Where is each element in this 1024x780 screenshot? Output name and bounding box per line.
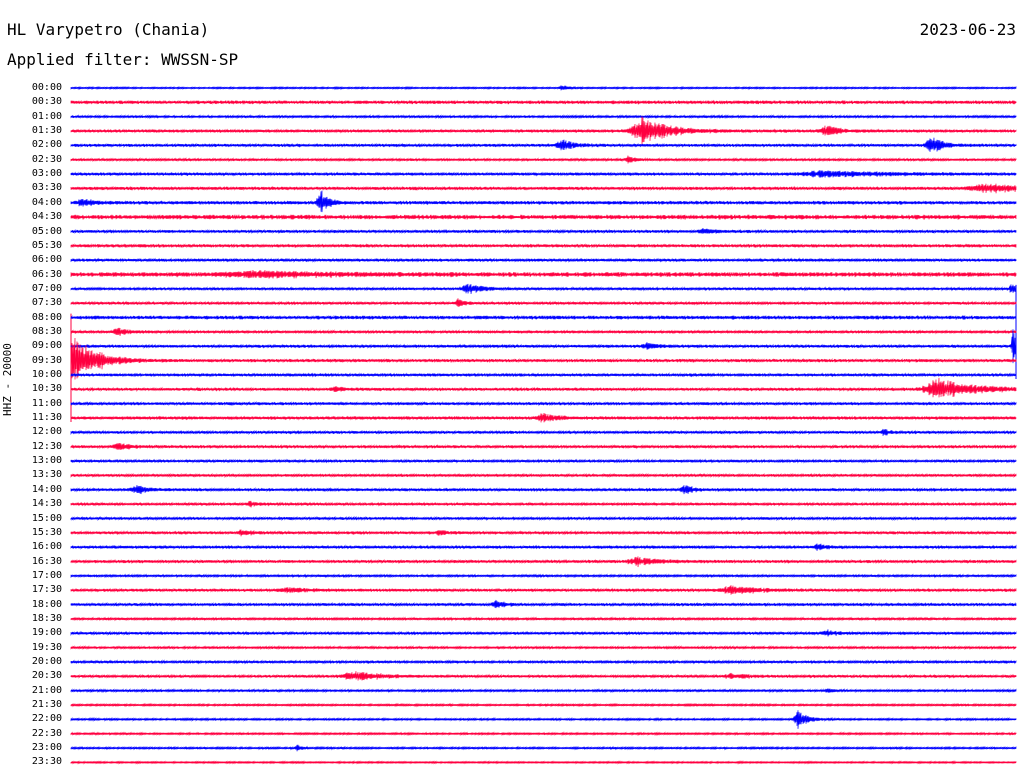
time-label: 16:00 xyxy=(31,541,62,553)
time-label: 07:00 xyxy=(31,282,62,294)
time-label: 13:00 xyxy=(31,455,62,467)
time-label: 18:30 xyxy=(31,612,62,624)
time-label: 20:30 xyxy=(31,670,62,682)
time-label: 09:30 xyxy=(31,354,62,366)
time-label: 09:00 xyxy=(31,340,62,352)
trace-line xyxy=(70,269,1017,279)
time-label: 22:30 xyxy=(31,727,62,739)
time-label: 11:30 xyxy=(31,412,62,424)
time-label: 04:30 xyxy=(31,211,62,223)
time-label: 01:30 xyxy=(31,125,62,137)
time-label: 11:00 xyxy=(31,397,62,409)
time-label: 12:00 xyxy=(31,426,62,438)
time-label: 17:00 xyxy=(31,569,62,581)
trace-line xyxy=(70,377,1017,398)
time-label: 14:00 xyxy=(31,483,62,495)
time-label: 23:00 xyxy=(31,742,62,754)
filter-label: Applied filter: WWSSN-SP xyxy=(7,50,239,69)
time-label: 19:00 xyxy=(31,627,62,639)
time-label: 03:00 xyxy=(31,168,62,180)
time-label: 10:00 xyxy=(31,369,62,380)
time-label: 21:30 xyxy=(31,699,62,711)
time-label: 23:30 xyxy=(31,756,62,768)
time-label: 08:30 xyxy=(31,325,62,337)
station-title: HL Varypetro (Chania) xyxy=(7,20,210,39)
time-label: 13:30 xyxy=(31,469,62,481)
time-label: 17:30 xyxy=(31,584,62,596)
plot-date: 2023-06-23 xyxy=(919,20,1016,39)
time-label: 19:30 xyxy=(31,641,62,653)
time-label: 02:30 xyxy=(31,153,62,165)
time-label: 07:30 xyxy=(31,297,62,309)
time-label: 02:00 xyxy=(31,139,62,151)
time-label: 14:30 xyxy=(31,498,62,510)
trace-line xyxy=(70,190,1017,213)
time-label: 16:30 xyxy=(31,555,62,567)
time-label: 05:30 xyxy=(31,239,62,251)
time-label: 03:30 xyxy=(31,182,62,194)
time-label: 06:00 xyxy=(31,254,62,266)
time-label: 00:00 xyxy=(31,82,62,93)
time-label: 10:30 xyxy=(31,383,62,395)
time-label: 05:00 xyxy=(31,225,62,237)
time-label: 21:00 xyxy=(31,684,62,696)
trace-line xyxy=(70,337,1017,380)
time-label: 15:30 xyxy=(31,526,62,538)
time-label: 04:00 xyxy=(31,196,62,208)
time-label: 08:00 xyxy=(31,311,62,323)
time-label: 18:00 xyxy=(31,598,62,610)
time-label: 01:00 xyxy=(31,110,62,122)
trace-line xyxy=(70,298,1017,307)
time-label: 15:00 xyxy=(31,512,62,524)
time-label: 06:30 xyxy=(31,268,62,280)
time-label: 22:00 xyxy=(31,713,62,725)
time-label: 12:30 xyxy=(31,440,62,452)
time-label: 20:00 xyxy=(31,656,62,667)
time-label: 00:30 xyxy=(31,96,62,108)
